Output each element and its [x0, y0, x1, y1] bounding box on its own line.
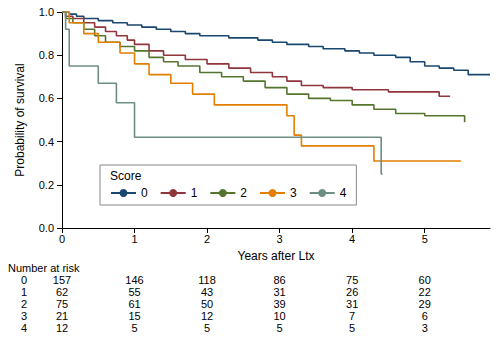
svg-text:26: 26 [346, 286, 358, 298]
svg-text:50: 50 [201, 298, 213, 310]
svg-text:146: 146 [125, 274, 143, 286]
svg-text:31: 31 [346, 298, 358, 310]
svg-text:0.8: 0.8 [39, 49, 54, 61]
svg-text:4: 4 [340, 186, 347, 200]
svg-text:0: 0 [59, 233, 65, 245]
svg-text:2: 2 [240, 186, 247, 200]
svg-text:1: 1 [191, 186, 198, 200]
svg-text:3: 3 [277, 233, 283, 245]
svg-text:118: 118 [198, 274, 216, 286]
svg-text:43: 43 [201, 286, 213, 298]
svg-text:5: 5 [349, 322, 355, 334]
svg-text:39: 39 [274, 298, 286, 310]
svg-text:61: 61 [128, 298, 140, 310]
svg-text:Score: Score [110, 169, 142, 183]
svg-text:3: 3 [290, 186, 297, 200]
svg-text:3: 3 [21, 310, 27, 322]
svg-text:21: 21 [56, 310, 68, 322]
svg-text:2: 2 [21, 298, 27, 310]
svg-text:3: 3 [422, 322, 428, 334]
svg-text:1.0: 1.0 [39, 6, 54, 18]
svg-text:Number at risk: Number at risk [8, 262, 80, 274]
svg-text:22: 22 [419, 286, 431, 298]
svg-text:0.2: 0.2 [39, 179, 54, 191]
svg-text:5: 5 [277, 322, 283, 334]
svg-text:2: 2 [204, 233, 210, 245]
svg-text:1: 1 [21, 286, 27, 298]
svg-text:4: 4 [21, 322, 27, 334]
svg-text:10: 10 [274, 310, 286, 322]
svg-text:4: 4 [349, 233, 355, 245]
svg-text:Probability of survival: Probability of survival [13, 63, 27, 176]
svg-text:12: 12 [56, 322, 68, 334]
svg-text:62: 62 [56, 286, 68, 298]
svg-text:31: 31 [274, 286, 286, 298]
svg-text:0.4: 0.4 [39, 136, 54, 148]
svg-text:29: 29 [419, 298, 431, 310]
svg-text:75: 75 [346, 274, 358, 286]
svg-text:86: 86 [274, 274, 286, 286]
svg-text:0: 0 [21, 274, 27, 286]
svg-text:75: 75 [56, 298, 68, 310]
svg-text:0: 0 [141, 186, 148, 200]
svg-text:15: 15 [128, 310, 140, 322]
svg-text:0.0: 0.0 [39, 222, 54, 234]
svg-text:157: 157 [53, 274, 71, 286]
svg-text:5: 5 [131, 322, 137, 334]
svg-text:5: 5 [422, 233, 428, 245]
svg-text:6: 6 [422, 310, 428, 322]
svg-text:12: 12 [201, 310, 213, 322]
svg-text:0.6: 0.6 [39, 92, 54, 104]
svg-text:5: 5 [204, 322, 210, 334]
svg-text:55: 55 [128, 286, 140, 298]
svg-text:7: 7 [349, 310, 355, 322]
svg-text:1: 1 [131, 233, 137, 245]
svg-text:Years after Ltx: Years after Ltx [238, 249, 315, 263]
svg-text:60: 60 [419, 274, 431, 286]
